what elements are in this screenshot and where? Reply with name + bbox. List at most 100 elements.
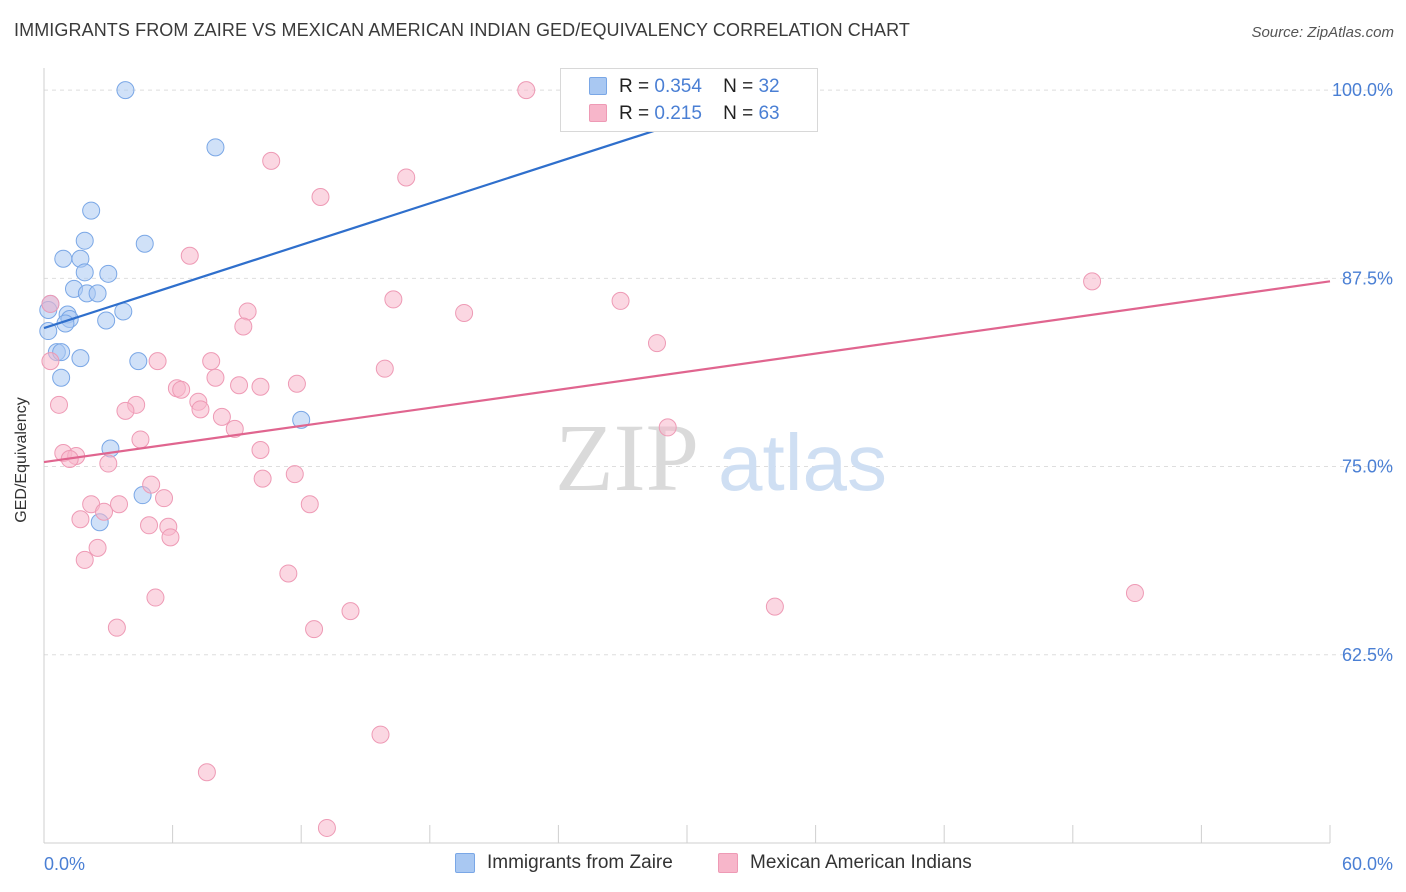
point-mexican xyxy=(225,419,244,438)
point-mexican xyxy=(455,303,474,322)
point-mexican xyxy=(251,440,270,459)
point-mexican xyxy=(647,334,666,353)
point-zaire xyxy=(54,249,73,268)
n-value: 32 xyxy=(758,76,780,97)
point-zaire xyxy=(116,81,135,100)
legend-swatch-mexican xyxy=(718,853,738,873)
r-label: R = xyxy=(619,103,650,124)
x-tick-label-max: 60.0% xyxy=(1342,854,1393,874)
trend-lines xyxy=(43,119,1331,464)
point-zaire xyxy=(292,410,311,429)
point-mexican xyxy=(285,465,304,484)
r-value: 0.354 xyxy=(654,76,702,97)
point-mexican xyxy=(161,528,180,547)
point-mexican xyxy=(765,597,784,616)
point-mexican xyxy=(88,538,107,557)
point-zaire xyxy=(75,263,94,282)
point-mexican xyxy=(71,510,90,529)
point-zaire xyxy=(135,234,154,253)
point-zaire xyxy=(52,368,71,387)
point-mexican xyxy=(191,400,210,419)
point-mexican xyxy=(287,374,306,393)
point-mexican xyxy=(311,188,330,207)
point-mexican xyxy=(155,489,174,508)
x-tick-label-min: 0.0% xyxy=(44,854,85,874)
point-mexican xyxy=(371,725,390,744)
trend-line-zaire xyxy=(43,119,688,330)
n-label: N = xyxy=(723,103,754,124)
point-mexican xyxy=(238,302,257,321)
point-mexican xyxy=(95,502,114,521)
legend-swatch-mexican xyxy=(589,104,607,122)
point-mexican xyxy=(107,618,126,637)
y-axis-label: GED/Equivalency xyxy=(13,397,30,523)
point-mexican xyxy=(131,430,150,449)
point-mexican xyxy=(305,620,324,639)
point-mexican xyxy=(234,317,253,336)
point-mexican xyxy=(251,377,270,396)
axes xyxy=(43,68,1331,844)
point-mexican xyxy=(197,763,216,782)
point-mexican xyxy=(99,454,118,473)
point-mexican xyxy=(180,246,199,265)
point-mexican xyxy=(146,588,165,607)
point-zaire xyxy=(88,284,107,303)
point-mexican xyxy=(140,516,159,535)
point-mexican xyxy=(41,294,60,313)
watermark-atlas: atlas xyxy=(718,418,887,507)
point-mexican xyxy=(75,550,94,569)
point-zaire xyxy=(206,138,225,157)
correlation-legend: R = 0.354 N = 32 R = 0.215 N = 63 xyxy=(560,68,818,132)
point-zaire xyxy=(39,322,58,341)
point-mexican xyxy=(230,376,249,395)
source-label: Source: ZipAtlas.com xyxy=(1251,24,1394,41)
watermark: ZIP atlas xyxy=(555,404,887,511)
point-zaire xyxy=(129,352,148,371)
point-mexican xyxy=(397,168,416,187)
legend-swatch-zaire xyxy=(589,77,607,95)
point-mexican xyxy=(172,380,191,399)
point-mexican xyxy=(658,418,677,437)
point-mexican xyxy=(1083,272,1102,291)
point-mexican xyxy=(41,352,60,371)
point-mexican xyxy=(206,368,225,387)
point-mexican xyxy=(279,564,298,583)
trend-line-mexican xyxy=(43,280,1331,464)
point-zaire xyxy=(99,264,118,283)
point-mexican xyxy=(212,407,231,426)
point-mexican xyxy=(148,352,167,371)
y-tick-label: 100.0% xyxy=(1332,80,1393,100)
point-mexican xyxy=(253,469,272,488)
point-mexican xyxy=(50,395,69,414)
legend-label-zaire: Immigrants from Zaire xyxy=(487,852,673,873)
point-mexican xyxy=(202,352,221,371)
point-mexican xyxy=(384,290,403,309)
r-value: 0.215 xyxy=(654,103,702,124)
n-label: N = xyxy=(723,76,754,97)
data-points xyxy=(39,81,1144,837)
point-mexican xyxy=(375,359,394,378)
point-zaire xyxy=(97,311,116,330)
point-mexican xyxy=(262,151,281,170)
point-mexican xyxy=(116,401,135,420)
point-mexican xyxy=(317,818,336,837)
y-tick-label: 75.0% xyxy=(1342,457,1393,477)
point-mexican xyxy=(1125,584,1144,603)
point-mexican xyxy=(611,291,630,310)
y-tick-label: 87.5% xyxy=(1342,268,1393,288)
point-mexican xyxy=(300,495,319,514)
point-mexican xyxy=(142,475,161,494)
grid-lines xyxy=(44,89,1395,656)
series-legend: Immigrants from Zaire Mexican American I… xyxy=(0,852,1406,878)
watermark-zip: ZIP xyxy=(555,404,699,511)
point-zaire xyxy=(114,302,133,321)
legend-label-mexican: Mexican American Indians xyxy=(750,852,972,873)
r-label: R = xyxy=(619,76,650,97)
point-mexican xyxy=(341,602,360,621)
point-zaire xyxy=(75,231,94,250)
point-zaire xyxy=(82,201,101,220)
legend-swatch-zaire xyxy=(455,853,475,873)
chart-title: IMMIGRANTS FROM ZAIRE VS MEXICAN AMERICA… xyxy=(14,20,910,40)
point-zaire xyxy=(71,349,90,368)
